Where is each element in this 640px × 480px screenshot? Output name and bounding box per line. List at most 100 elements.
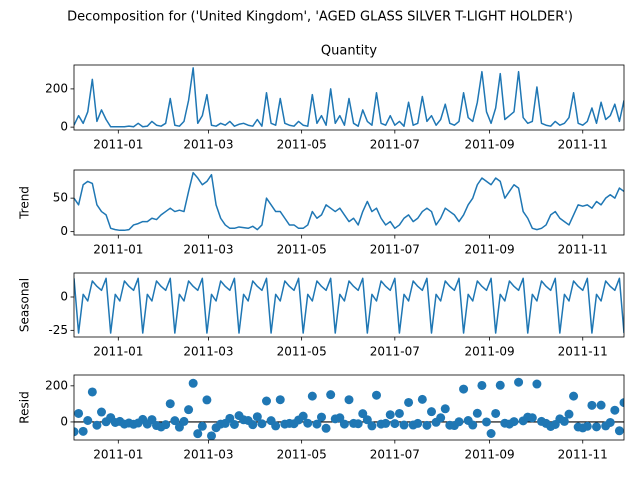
resid-point (83, 416, 93, 425)
resid-point (339, 419, 349, 429)
resid-point (303, 418, 313, 428)
y-axis-label: Resid (18, 391, 32, 423)
resid-point (257, 419, 267, 429)
x-tick-label: 2011-03 (183, 243, 233, 257)
x-tick-label: 2011-03 (183, 138, 233, 152)
x-tick-label: 2011-07 (370, 448, 420, 462)
resid-point (202, 395, 212, 405)
resid-point (468, 420, 478, 430)
resid-point (614, 426, 624, 436)
x-tick-label: 2011-05 (277, 138, 327, 152)
resid-point (514, 377, 524, 387)
resid-point (491, 408, 501, 418)
resid-point (298, 411, 308, 421)
y-tick-label: 0 (60, 290, 68, 304)
resid-point (317, 412, 326, 422)
resid-point (321, 423, 331, 433)
axes-title: Quantity (321, 44, 377, 59)
x-tick-label: 2011-01 (93, 243, 143, 257)
resid-point (486, 429, 496, 438)
axes-frame (73, 64, 625, 131)
resid-point (193, 429, 203, 439)
x-tick-label: 2011-09 (464, 138, 514, 152)
resid-point (417, 394, 427, 404)
y-tick-label: 50 (53, 191, 68, 205)
resid-point (252, 412, 262, 422)
resid-point (184, 405, 194, 415)
resid-point (262, 396, 271, 406)
resid-point (179, 416, 189, 426)
figure-title: Decomposition for ('United Kingdom', 'AG… (67, 10, 573, 25)
resid-point (271, 421, 281, 431)
y-axis-label: Trend (18, 186, 32, 220)
resid-point (592, 422, 601, 432)
plot-area (74, 277, 624, 334)
resid-point (532, 379, 542, 389)
resid-point (372, 390, 381, 400)
resid-point (229, 419, 239, 429)
x-tick-label: 2011-11 (558, 448, 608, 462)
x-tick-label: 2011-03 (183, 448, 233, 462)
resid-point (596, 400, 606, 410)
x-tick-label: 2011-05 (277, 345, 327, 359)
x-tick-label: 2011-09 (464, 243, 514, 257)
x-tick-label: 2011-01 (93, 448, 143, 462)
y-tick-label: 0 (60, 120, 68, 134)
resid-point (353, 419, 363, 429)
resid-point (165, 399, 175, 409)
series-line (74, 67, 624, 128)
resid-point (495, 380, 505, 390)
y-tick-label: -25 (48, 323, 68, 337)
resid-point (619, 398, 624, 408)
x-tick-label: 2011-11 (558, 138, 608, 152)
resid-point (74, 427, 79, 437)
resid-point (610, 405, 620, 415)
resid-point (367, 421, 377, 431)
y-tick-label: 0 (60, 414, 68, 428)
axes-frame (73, 169, 625, 236)
x-tick-label: 2011-01 (93, 345, 143, 359)
resid-point (390, 419, 400, 429)
resid-point (413, 418, 423, 428)
resid-point (358, 409, 368, 419)
resid-point (436, 413, 446, 423)
resid-point (225, 413, 235, 423)
x-tick-label: 2011-01 (93, 138, 143, 152)
axes-frame (73, 374, 625, 441)
resid-point (385, 410, 395, 420)
plot-area (74, 67, 624, 128)
x-tick-label: 2011-05 (277, 243, 327, 257)
resid-point (427, 407, 436, 417)
resid-point (207, 431, 216, 440)
resid-point (587, 400, 597, 410)
resid-point (248, 420, 258, 430)
resid-point (509, 417, 519, 427)
resid-point (381, 418, 391, 428)
resid-point (275, 395, 285, 405)
resid-point (78, 426, 88, 436)
x-tick-label: 2011-05 (277, 448, 327, 462)
y-tick-label: 200 (45, 81, 68, 95)
resid-point (605, 417, 615, 427)
y-axis-label: Seasonal (18, 278, 32, 332)
resid-point (197, 421, 207, 431)
resid-point (477, 380, 487, 390)
x-tick-label: 2011-07 (370, 138, 420, 152)
resid-point (326, 390, 336, 400)
resid-point (335, 413, 345, 423)
resid-point (92, 420, 102, 430)
resid-point (394, 408, 404, 418)
resid-point (170, 416, 180, 426)
axes-frame (73, 272, 625, 338)
x-tick-label: 2011-07 (370, 243, 420, 257)
resid-point (404, 397, 414, 407)
x-tick-label: 2011-11 (558, 345, 608, 359)
resid-point (362, 415, 372, 425)
resid-point (399, 420, 409, 430)
x-tick-label: 2011-09 (464, 448, 514, 462)
resid-point (422, 420, 432, 430)
resid-point (454, 417, 464, 427)
x-tick-label: 2011-09 (464, 345, 514, 359)
resid-point (307, 391, 317, 401)
